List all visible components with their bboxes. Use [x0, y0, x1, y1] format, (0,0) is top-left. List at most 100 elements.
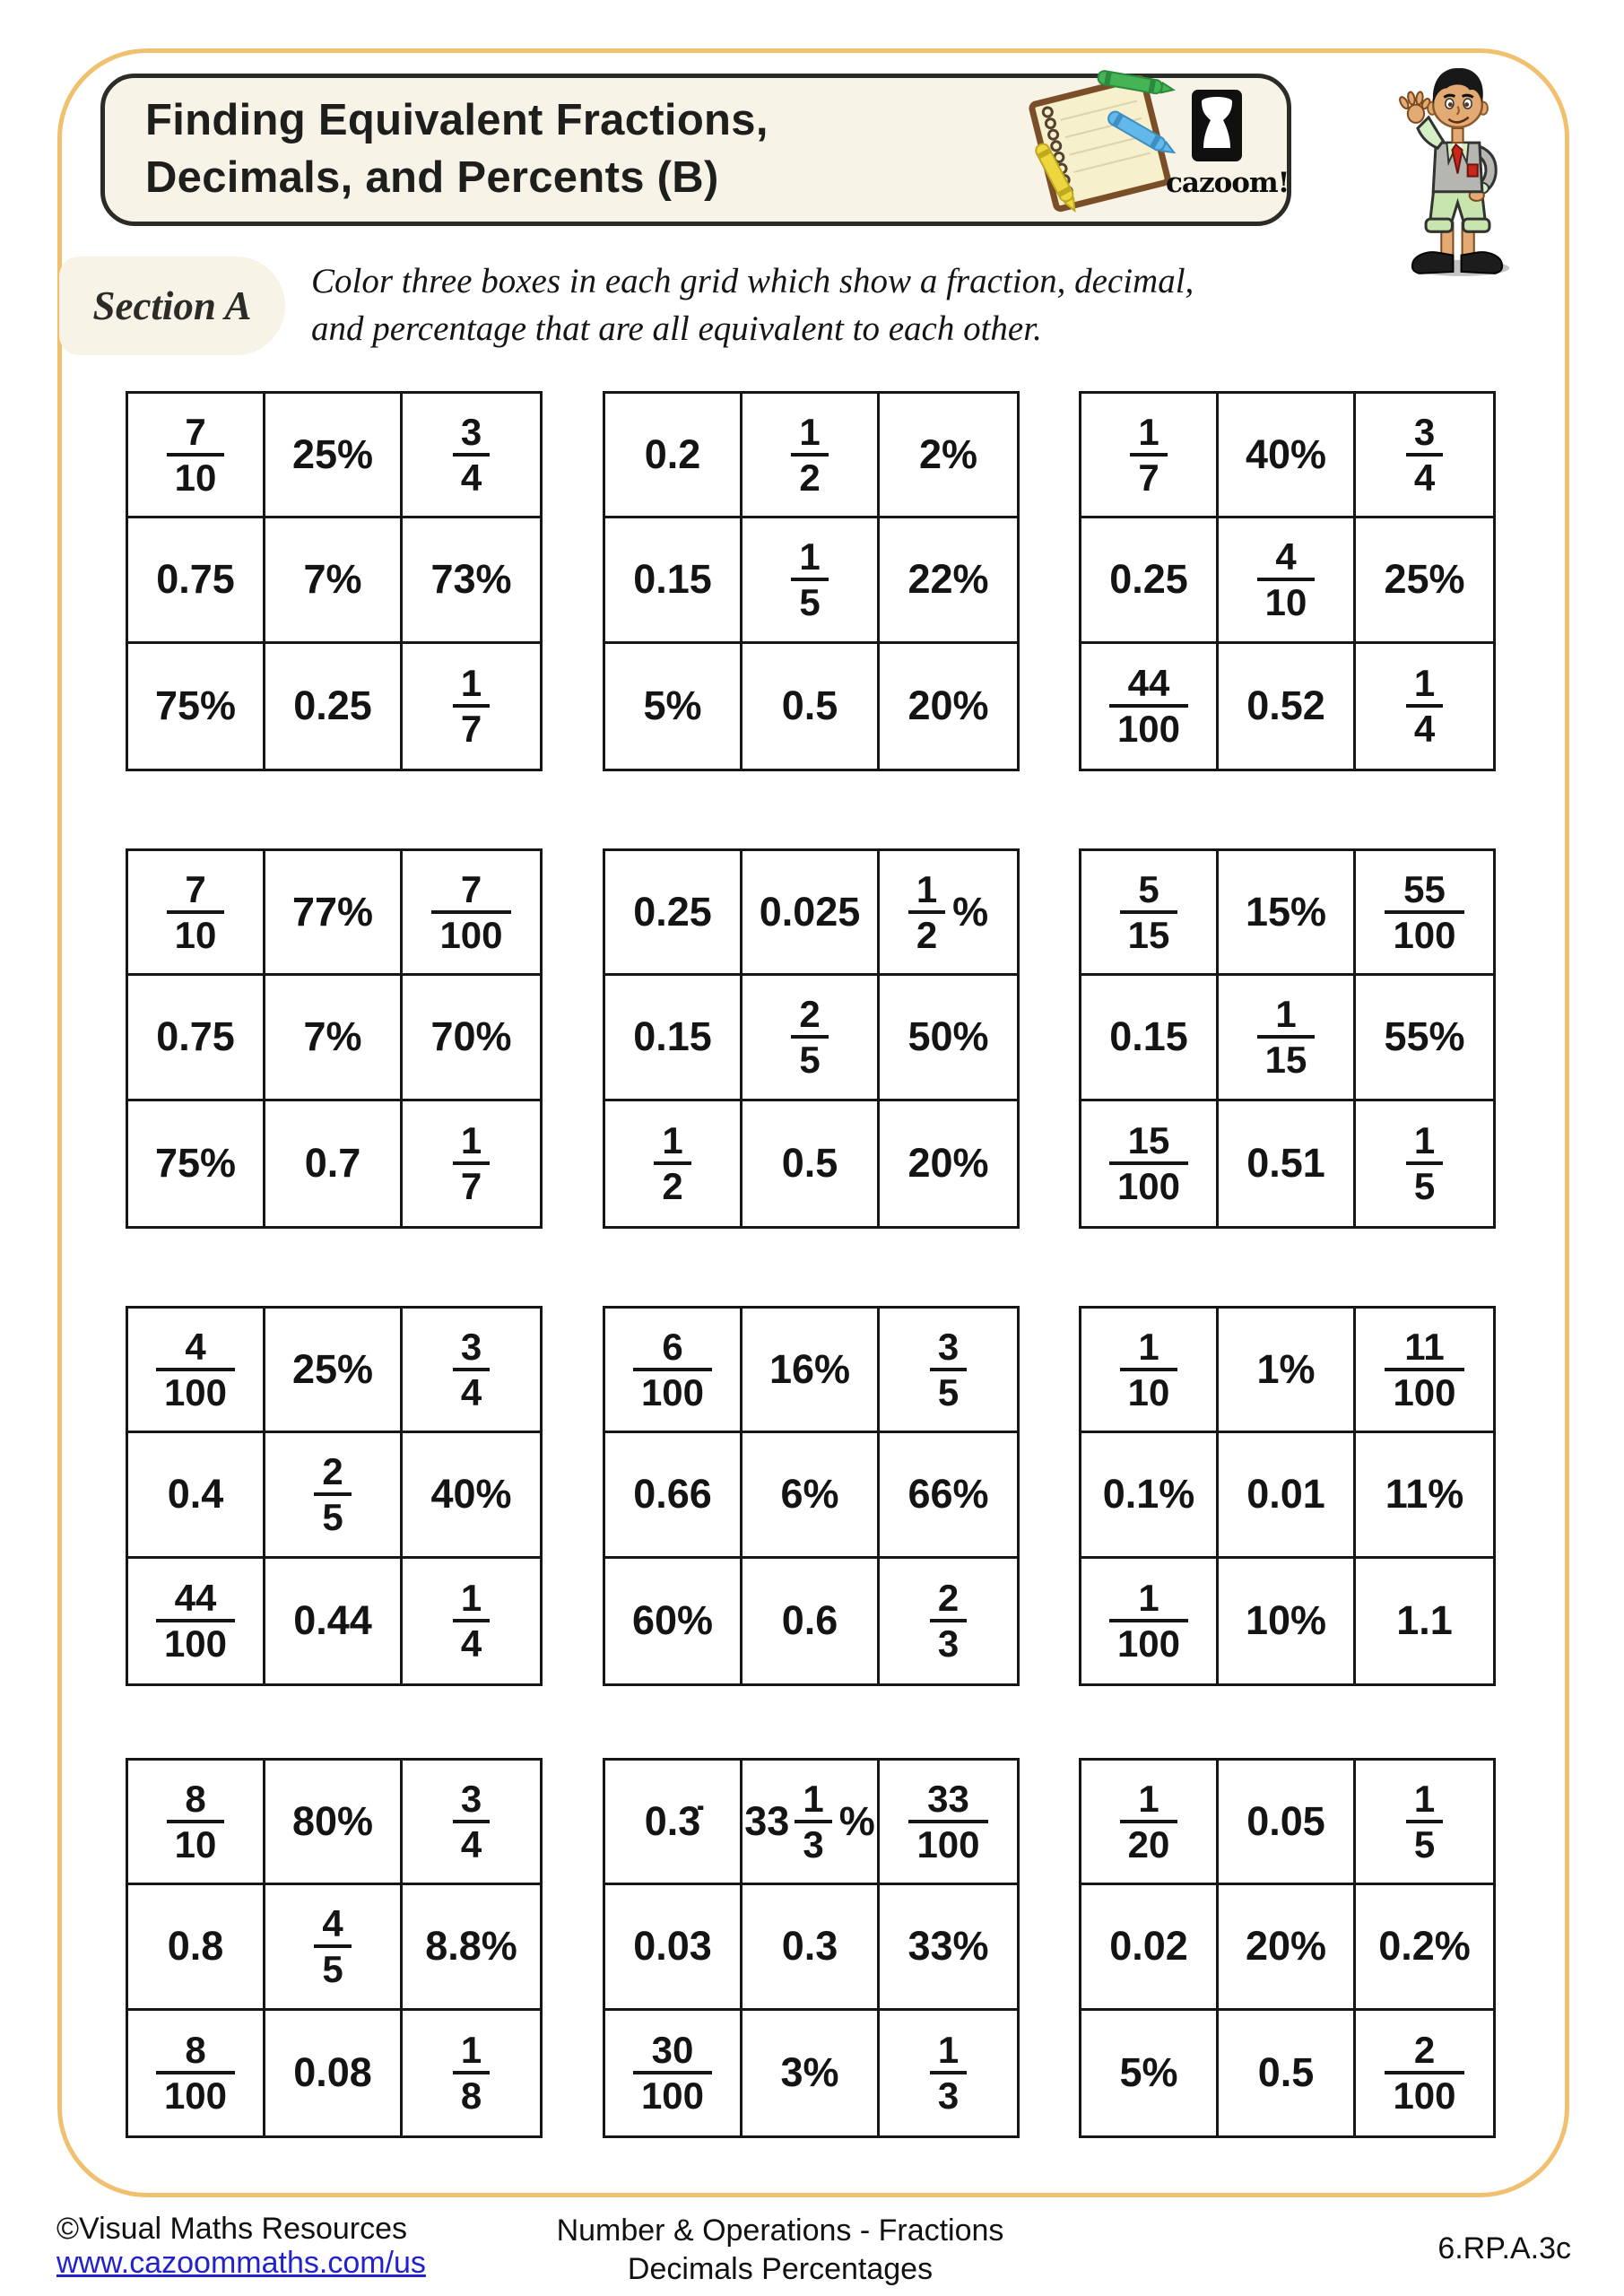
grid-2-cell-1[interactable]: 0.2	[605, 394, 743, 519]
grid-9-cell-8[interactable]: 10%	[1219, 1558, 1356, 1683]
grid-10-cell-2[interactable]: 80%	[265, 1761, 403, 1886]
grid-12-cell-1[interactable]: 1 20	[1081, 1761, 1219, 1886]
grid-12-cell-2[interactable]: 0.05	[1219, 1761, 1356, 1886]
grid-10-cell-1[interactable]: 8 10	[128, 1761, 265, 1886]
grid-2-cell-6[interactable]: 22%	[880, 518, 1017, 644]
grid-2-cell-4[interactable]: 0.15	[605, 518, 743, 644]
grid-9-cell-5[interactable]: 0.01	[1219, 1433, 1356, 1559]
grid-12-cell-5[interactable]: 20%	[1219, 1885, 1356, 2011]
grid-4-cell-2[interactable]: 77%	[265, 851, 403, 977]
grid-6-cell-3[interactable]: 55 100	[1356, 851, 1493, 977]
grid-12-cell-9[interactable]: 2 100	[1356, 2011, 1493, 2135]
grid-9-cell-6[interactable]: 11%	[1356, 1433, 1493, 1559]
grid-5-cell-3[interactable]: 1 2%	[880, 851, 1017, 977]
grid-11-cell-7[interactable]: 30 100	[605, 2010, 743, 2135]
grid-4-cell-6[interactable]: 70%	[403, 976, 540, 1101]
grid-6-cell-4[interactable]: 0.15	[1081, 976, 1219, 1101]
grid-5-cell-6[interactable]: 50%	[880, 976, 1017, 1101]
grid-5-cell-9[interactable]: 20%	[880, 1101, 1017, 1226]
grid-10-cell-4[interactable]: 0.8	[128, 1885, 265, 2011]
grid-6-cell-8[interactable]: 0.51	[1219, 1100, 1356, 1226]
grid-7-cell-6[interactable]: 40%	[403, 1433, 540, 1559]
grid-7-cell-8[interactable]: 0.44	[265, 1558, 403, 1683]
grid-12-cell-6[interactable]: 0.2%	[1356, 1885, 1493, 2011]
grid-9-cell-1[interactable]: 1 10	[1081, 1309, 1219, 1434]
grid-5-cell-1[interactable]: 0.25	[605, 851, 743, 977]
grid-10-cell-8[interactable]: 0.08	[265, 2010, 403, 2135]
grid-7-cell-7[interactable]: 44 100	[128, 1558, 265, 1683]
footer-website-link[interactable]: www.cazoommaths.com/us	[56, 2246, 426, 2280]
grid-8-cell-4[interactable]: 0.66	[605, 1433, 743, 1559]
grid-8-cell-6[interactable]: 66%	[880, 1433, 1017, 1559]
grid-1-cell-2[interactable]: 25%	[265, 394, 403, 519]
grid-6-cell-7[interactable]: 15 100	[1081, 1100, 1219, 1226]
grid-3-cell-7[interactable]: 44 100	[1081, 643, 1219, 769]
grid-4-cell-3[interactable]: 7 100	[403, 851, 540, 977]
grid-1-cell-4[interactable]: 0.75	[128, 518, 265, 644]
grid-4-cell-5[interactable]: 7%	[265, 976, 403, 1101]
grid-4-cell-7[interactable]: 75%	[128, 1100, 265, 1226]
grid-9-cell-3[interactable]: 11 100	[1356, 1309, 1493, 1434]
grid-2-cell-9[interactable]: 20%	[880, 644, 1017, 769]
grid-1-cell-7[interactable]: 75%	[128, 643, 265, 769]
grid-6-cell-2[interactable]: 15%	[1219, 851, 1356, 977]
grid-4-cell-8[interactable]: 0.7	[265, 1100, 403, 1226]
grid-5-cell-4[interactable]: 0.15	[605, 976, 743, 1101]
grid-4-cell-1[interactable]: 7 10	[128, 851, 265, 977]
grid-12-cell-7[interactable]: 5%	[1081, 2010, 1219, 2135]
grid-9-cell-2[interactable]: 1%	[1219, 1309, 1356, 1434]
grid-12-cell-4[interactable]: 0.02	[1081, 1885, 1219, 2011]
grid-8-cell-8[interactable]: 0.6	[743, 1558, 880, 1683]
grid-11-cell-8[interactable]: 3%	[743, 2010, 880, 2135]
grid-3-cell-4[interactable]: 0.25	[1081, 518, 1219, 644]
grid-1-cell-6[interactable]: 73%	[403, 518, 540, 644]
grid-2-cell-7[interactable]: 5%	[605, 643, 743, 769]
grid-11-cell-5[interactable]: 0.3	[743, 1885, 880, 2011]
grid-2-cell-3[interactable]: 2%	[880, 394, 1017, 519]
grid-3-cell-6[interactable]: 25%	[1356, 518, 1493, 644]
grid-7-cell-2[interactable]: 25%	[265, 1309, 403, 1434]
grid-9-cell-7[interactable]: 1 100	[1081, 1558, 1219, 1683]
grid-11-cell-3[interactable]: 33 100	[880, 1761, 1017, 1886]
grid-9-cell-4[interactable]: 0.1%	[1081, 1433, 1219, 1559]
grid-11-cell-6[interactable]: 33%	[880, 1885, 1017, 2011]
grid-6-cell-5[interactable]: 1 15	[1219, 976, 1356, 1101]
grid-10-cell-6[interactable]: 8.8%	[403, 1885, 540, 2011]
grid-9-cell-9[interactable]: 1.1	[1356, 1559, 1493, 1683]
grid-11-cell-1[interactable]: 0.3̇	[605, 1761, 743, 1886]
grid-1-cell-8[interactable]: 0.25	[265, 643, 403, 769]
grid-1-cell-1[interactable]: 7 10	[128, 394, 265, 519]
grid-7-cell-1[interactable]: 4 100	[128, 1309, 265, 1434]
grid-3-cell-8[interactable]: 0.52	[1219, 643, 1356, 769]
grid-1-cell-5[interactable]: 7%	[265, 518, 403, 644]
grid-3-cell-5[interactable]: 4 10	[1219, 518, 1356, 644]
grid-7-cell-4[interactable]: 0.4	[128, 1433, 265, 1559]
grid-10-cell-7[interactable]: 8 100	[128, 2010, 265, 2135]
grid-12-cell-8[interactable]: 0.5	[1219, 2010, 1356, 2135]
grid-8-cell-7[interactable]: 60%	[605, 1558, 743, 1683]
grid-8-cell-5[interactable]: 6%	[743, 1433, 880, 1559]
grid-11-cell-4[interactable]: 0.03	[605, 1885, 743, 2011]
grid-5-cell-8[interactable]: 0.5	[743, 1100, 880, 1226]
grid-4-cell-4[interactable]: 0.75	[128, 976, 265, 1101]
grid-6-cell-6[interactable]: 55%	[1356, 976, 1493, 1101]
